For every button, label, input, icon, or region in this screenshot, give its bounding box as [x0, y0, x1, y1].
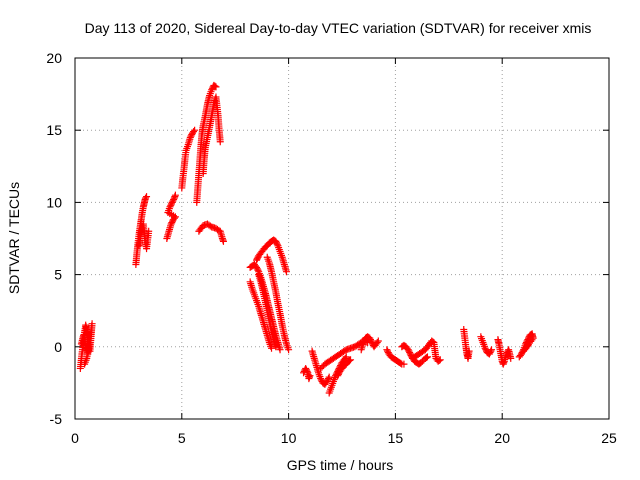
data-point — [145, 227, 153, 235]
data-point — [81, 360, 89, 368]
chart-title: Day 113 of 2020, Sidereal Day-to-day VTE… — [85, 20, 592, 36]
y-axis-label: SDTVAR / TECUs — [6, 182, 22, 294]
data-point — [143, 193, 151, 201]
series-pass-21 — [383, 346, 408, 368]
series-pass-8 — [195, 220, 227, 245]
series-pass-25 — [477, 333, 496, 358]
series-pass-24 — [460, 325, 473, 362]
data-point — [423, 353, 431, 361]
data-point — [436, 356, 444, 364]
y-tick-label: 5 — [54, 267, 62, 283]
y-tick-label: -5 — [50, 411, 63, 427]
series-pass-11 — [246, 278, 276, 352]
series-pass-12 — [253, 236, 290, 276]
series-pass-5 — [163, 191, 179, 242]
data-point — [422, 354, 430, 362]
data-point — [435, 357, 443, 365]
x-tick-label: 10 — [281, 430, 297, 446]
x-tick-label: 20 — [494, 430, 510, 446]
data-point — [191, 126, 199, 134]
data-point — [306, 372, 314, 380]
data-point — [507, 354, 515, 362]
grid-lines — [75, 58, 609, 419]
data-point — [276, 346, 284, 354]
data-point — [190, 128, 198, 136]
series-pass-7 — [193, 81, 220, 206]
data-point — [211, 82, 219, 90]
plot-frame — [74, 57, 610, 420]
x-tick-label: 15 — [388, 430, 404, 446]
series-pass-9 — [199, 93, 224, 178]
data-point — [524, 341, 532, 349]
y-tick-label: 20 — [46, 50, 62, 66]
series-pass-26 — [494, 336, 515, 368]
y-tick-label: 15 — [46, 122, 62, 138]
y-tick-label: 0 — [54, 339, 62, 355]
data-point — [216, 138, 224, 146]
data-point — [285, 346, 293, 354]
series-pass-23 — [408, 337, 444, 365]
tick-labels: 0 5 10 15 20 25 -5 0 5 10 15 20 — [46, 50, 617, 446]
series-pass-16 — [308, 347, 333, 388]
data-marks — [76, 81, 537, 397]
data-point — [219, 237, 227, 245]
series-pass-27 — [515, 330, 537, 361]
series-pass-13 — [263, 253, 293, 354]
y-tick-label: 10 — [46, 194, 62, 210]
series-pass-4 — [135, 220, 153, 253]
data-point — [171, 191, 179, 199]
data-point — [397, 359, 405, 367]
data-point — [523, 343, 531, 351]
data-point — [254, 266, 262, 274]
x-tick-label: 25 — [601, 430, 617, 446]
series-pass-15 — [300, 364, 314, 383]
data-point — [86, 347, 94, 355]
data-point — [488, 346, 496, 354]
series-pass-2 — [77, 320, 96, 358]
x-tick-label: 5 — [178, 430, 186, 446]
data-point — [345, 357, 353, 365]
series-pass-19 — [334, 356, 355, 380]
data-point — [268, 344, 276, 352]
x-axis-label: GPS time / hours — [287, 457, 394, 473]
data-point — [400, 360, 408, 368]
series-pass-20 — [357, 333, 382, 354]
data-point — [324, 375, 332, 383]
data-point — [141, 194, 149, 202]
data-point — [373, 338, 381, 346]
data-point — [272, 343, 280, 351]
data-point — [212, 83, 220, 91]
x-tick-label: 0 — [71, 430, 79, 446]
series-pass-6 — [178, 126, 199, 192]
data-point — [347, 356, 355, 364]
data-point — [303, 367, 311, 375]
data-point — [465, 347, 473, 355]
data-point — [342, 353, 350, 361]
data-point — [487, 347, 495, 355]
data-point — [273, 240, 281, 248]
data-point — [374, 337, 382, 345]
series-pass-14 — [255, 271, 280, 351]
data-point — [282, 268, 290, 276]
